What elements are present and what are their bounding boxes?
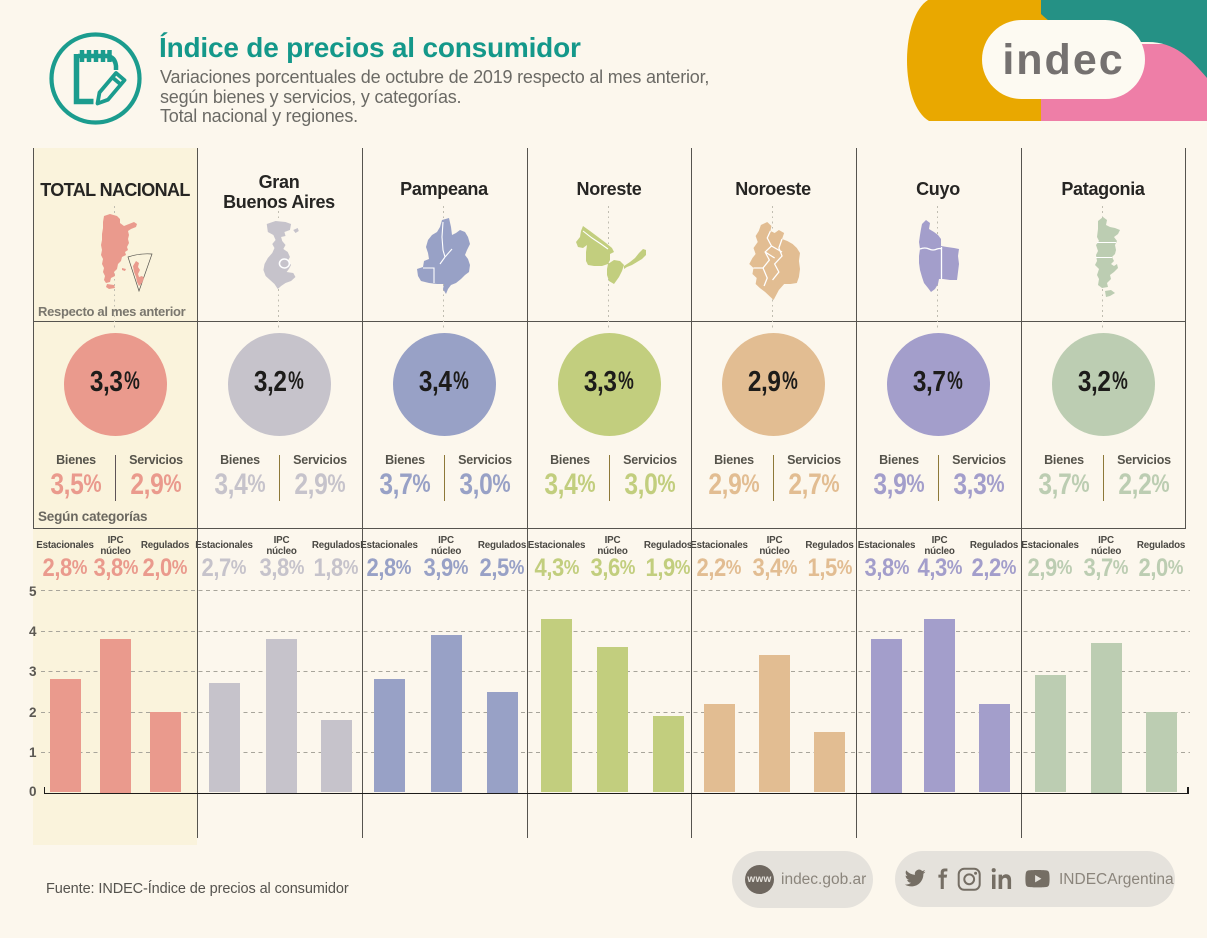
svg-text:indec: indec <box>1002 36 1124 84</box>
